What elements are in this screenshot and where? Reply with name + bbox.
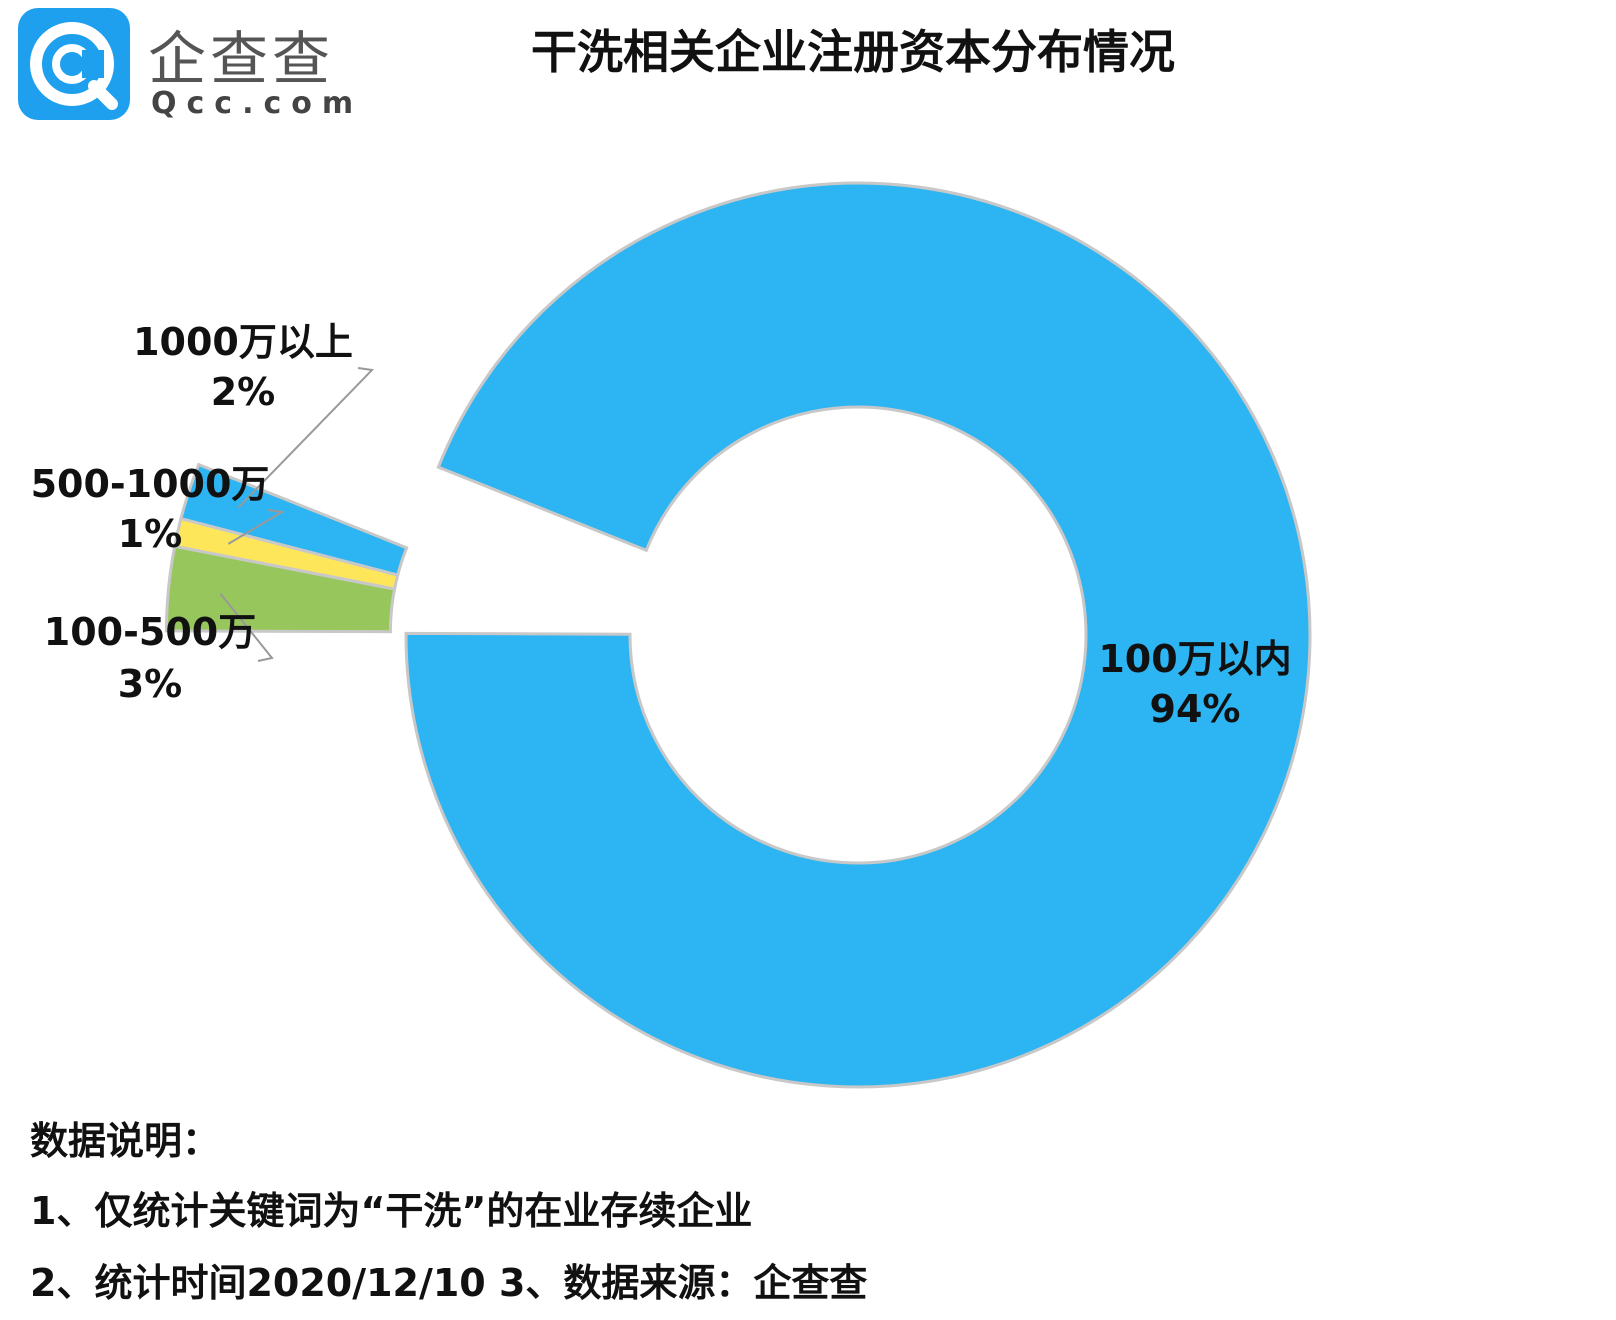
slice-name-100-500: 100-500万 bbox=[44, 610, 256, 654]
slice-value-100-500: 3% bbox=[118, 662, 183, 706]
leader-line-100-500 bbox=[219, 592, 274, 662]
slice-1000 bbox=[179, 462, 409, 577]
logo-name-cn: 企查查 bbox=[148, 25, 335, 93]
slice-100 bbox=[404, 181, 1312, 1089]
qcc-logo-icon bbox=[18, 8, 130, 120]
slice-name-500-1000: 500-1000万 bbox=[31, 462, 270, 506]
slice-name-1000: 1000万以上 bbox=[133, 320, 353, 364]
chart-title: 干洗相关企业注册资本分布情况 bbox=[531, 25, 1175, 79]
leader-line-1000 bbox=[237, 367, 375, 509]
slice-value-1000: 2% bbox=[211, 370, 276, 414]
slice-name-main: 100万以内 bbox=[1098, 637, 1291, 681]
leader-line-500-1000 bbox=[227, 509, 285, 545]
logo-domain: Qcc.com bbox=[151, 86, 364, 121]
slice-value-main: 94% bbox=[1150, 687, 1241, 731]
logo: 企查查 Qcc.com bbox=[18, 8, 358, 126]
notes-line-1: 1、仅统计关键词为“干洗”的在业存续企业 bbox=[30, 1189, 753, 1233]
notes-line-2: 2、统计时间2020/12/10 3、数据来源：企查查 bbox=[30, 1261, 868, 1305]
slice-value-500-1000: 1% bbox=[118, 512, 183, 556]
notes-heading: 数据说明： bbox=[30, 1119, 221, 1163]
